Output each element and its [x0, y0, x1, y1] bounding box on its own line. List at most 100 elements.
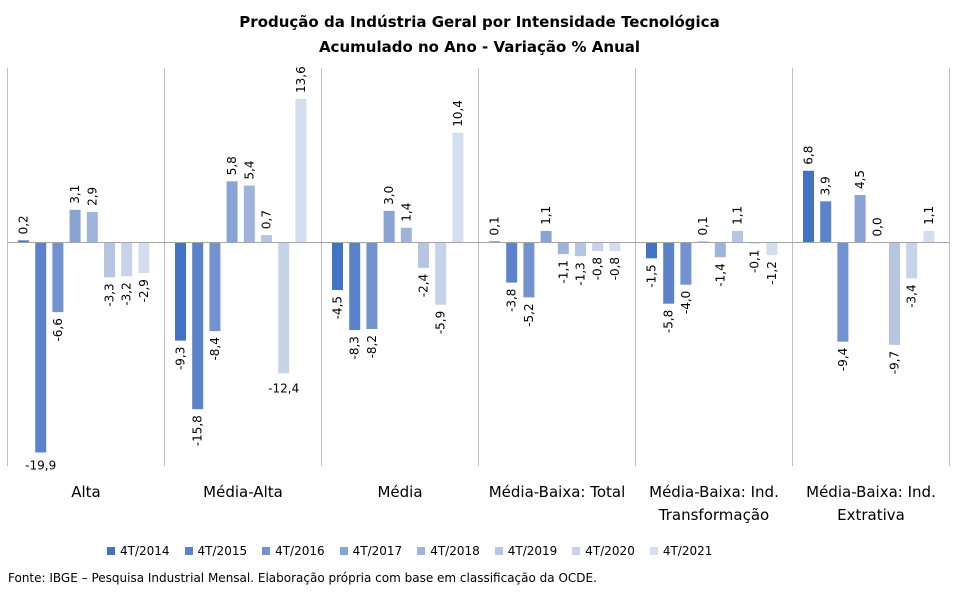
- data-label: -12,4: [268, 381, 299, 395]
- legend-label: 4T/2016: [275, 544, 325, 558]
- bar: [766, 242, 778, 256]
- bar: [837, 242, 849, 342]
- data-label: 1,1: [731, 206, 745, 225]
- data-label: -9,7: [888, 351, 902, 374]
- data-label: -9,3: [174, 347, 188, 370]
- data-label: -8,4: [208, 337, 222, 360]
- bar: [121, 242, 133, 277]
- legend-swatch: [184, 547, 193, 555]
- bar: [663, 242, 675, 304]
- chart-subtitle: Acumulado no Ano - Variação % Anual: [318, 38, 641, 56]
- data-label: 1,4: [399, 203, 413, 222]
- bar: [697, 241, 709, 243]
- bar: [680, 242, 692, 285]
- data-label: -3,8: [505, 289, 519, 312]
- bar: [732, 230, 743, 243]
- data-label: -2,4: [417, 274, 431, 297]
- legend-label: 4T/2019: [507, 544, 558, 558]
- data-label: 10,4: [451, 100, 465, 127]
- category-label: Média-Baixa: Ind.: [649, 483, 779, 501]
- bar: [646, 242, 657, 259]
- legend-swatch: [572, 547, 581, 555]
- bar: [295, 99, 307, 243]
- data-label: -5,8: [662, 310, 676, 333]
- bar: [86, 211, 98, 243]
- data-label: 4,5: [853, 170, 867, 189]
- legend-item: 4T/2018: [417, 544, 480, 558]
- category-label: Extrativa: [837, 506, 905, 524]
- bar: [489, 241, 500, 243]
- data-label: -4,0: [679, 291, 693, 314]
- legend-item: 4T/2021: [649, 544, 713, 558]
- legend-label: 4T/2015: [197, 544, 248, 558]
- legend-swatch: [649, 547, 658, 555]
- bar: [506, 242, 518, 283]
- data-label: -0,8: [591, 257, 605, 280]
- bar: [418, 242, 429, 268]
- legend-swatch: [262, 547, 271, 555]
- data-label: -4,5: [331, 296, 345, 319]
- category-label: Alta: [71, 483, 101, 501]
- legend-item: 4T/2016: [262, 544, 325, 558]
- bar: [906, 242, 918, 279]
- data-label: 1,1: [922, 206, 936, 225]
- data-label: -9,4: [836, 348, 850, 371]
- bar: [557, 242, 569, 255]
- bar: [175, 242, 186, 341]
- data-label: -0,1: [748, 250, 762, 273]
- bar: [35, 242, 47, 453]
- data-label: 0,2: [17, 215, 31, 234]
- data-label: 1,1: [539, 206, 553, 225]
- category-label: Média-Baixa: Total: [489, 483, 626, 501]
- bar: [383, 210, 395, 243]
- bar: [226, 181, 238, 243]
- data-label: 2,9: [85, 187, 99, 206]
- data-label: 6,8: [802, 146, 816, 165]
- legend-swatch: [339, 547, 348, 555]
- bar: [609, 242, 621, 251]
- bar: [349, 242, 361, 331]
- bar: [592, 242, 604, 251]
- bar: [104, 242, 115, 278]
- bar: [523, 242, 535, 298]
- legend-item: 4T/2014: [107, 544, 170, 558]
- category-label: Média-Alta: [203, 483, 283, 501]
- bar: [820, 201, 832, 243]
- data-label: 5,4: [242, 160, 256, 179]
- data-label: 0,1: [696, 216, 710, 235]
- legend-swatch: [107, 547, 115, 555]
- bar: [400, 227, 412, 243]
- category-label: Média-Baixa: Ind.: [806, 483, 936, 501]
- legend-label: 4T/2014: [120, 544, 170, 558]
- data-label: 13,6: [294, 66, 308, 93]
- legend-label: 4T/2021: [662, 544, 713, 558]
- bar: [18, 240, 29, 243]
- data-label: -6,6: [51, 318, 65, 341]
- data-label: 3,1: [68, 185, 82, 204]
- bar: [749, 242, 761, 244]
- data-label: -5,9: [434, 311, 448, 334]
- data-label: 0,7: [260, 210, 274, 229]
- data-label: -2,9: [137, 279, 151, 302]
- bar: [923, 230, 935, 243]
- legend-label: 4T/2020: [585, 544, 635, 558]
- bar: [69, 209, 81, 243]
- data-label: 3,9: [819, 176, 833, 195]
- bar: [452, 132, 464, 243]
- legend-label: 4T/2017: [352, 544, 403, 558]
- data-label: 0,0: [870, 217, 884, 236]
- data-label: -0,8: [608, 257, 622, 280]
- legend-item: 4T/2020: [572, 544, 635, 558]
- bar-chart: 0,2-9,3-4,50,1-1,56,8-19,9-15,8-8,3-3,8-…: [7, 66, 950, 524]
- data-label: -1,5: [645, 264, 659, 287]
- source-note: Fonte: IBGE – Pesquisa Industrial Mensal…: [8, 571, 597, 585]
- legend: 4T/2014 4T/2015 4T/2016 4T/2017 4T/2018 4T/20…: [107, 543, 727, 559]
- legend-swatch: [417, 547, 426, 555]
- bar: [854, 195, 866, 243]
- bar: [540, 230, 552, 243]
- data-label: -8,2: [365, 335, 379, 358]
- bar: [332, 242, 343, 290]
- bar: [435, 242, 447, 305]
- legend-item: 4T/2017: [339, 544, 403, 558]
- legend-item: 4T/2015: [184, 544, 248, 558]
